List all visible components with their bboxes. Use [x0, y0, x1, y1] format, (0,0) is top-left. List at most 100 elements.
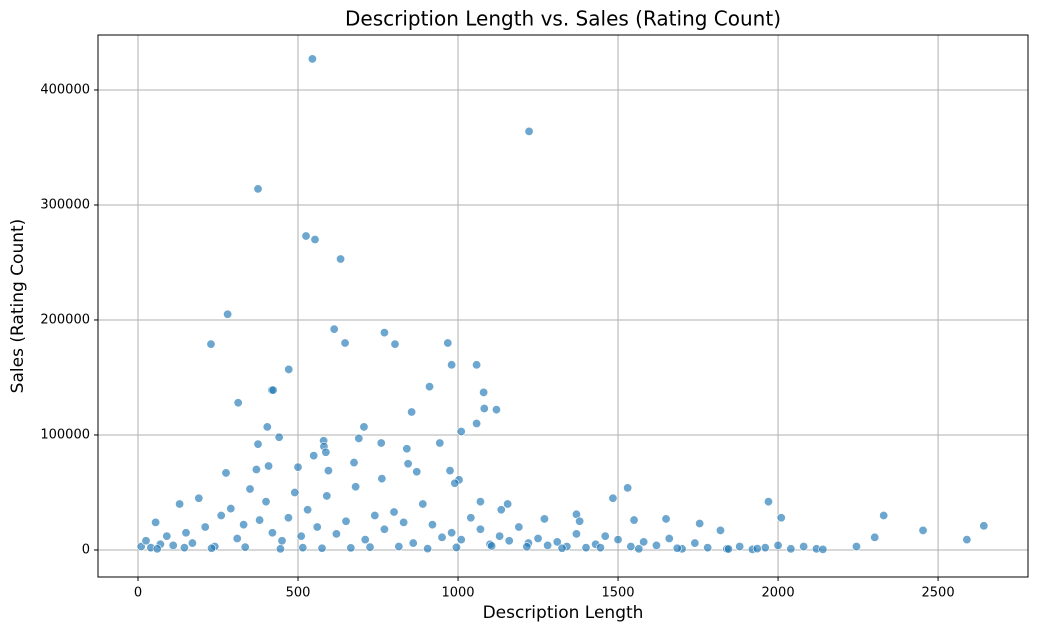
x-tick-label: 2000: [762, 586, 795, 601]
point: [283, 513, 293, 523]
point: [664, 533, 674, 543]
point: [479, 404, 489, 414]
point: [402, 444, 412, 454]
point: [600, 531, 610, 541]
point: [639, 537, 649, 547]
point: [851, 542, 861, 552]
x-tick-label: 500: [286, 586, 311, 601]
point: [175, 499, 185, 509]
y-tick-label: 0: [82, 542, 90, 557]
point: [255, 515, 265, 525]
point: [472, 418, 482, 428]
point: [487, 541, 497, 551]
point: [423, 544, 433, 554]
y-tick-label: 200000: [40, 312, 90, 327]
point: [496, 505, 506, 515]
point: [354, 433, 364, 443]
point: [223, 309, 233, 319]
point: [752, 544, 762, 554]
point: [253, 439, 263, 449]
point: [200, 522, 210, 532]
point: [168, 540, 178, 550]
point: [268, 385, 278, 395]
point: [466, 513, 476, 523]
point: [427, 520, 437, 530]
point: [394, 542, 404, 552]
point: [479, 387, 489, 397]
point: [475, 497, 485, 507]
point: [634, 544, 644, 554]
plot-frame: [97, 34, 1029, 578]
point: [346, 543, 356, 553]
point: [379, 328, 389, 338]
point: [818, 544, 828, 554]
point: [870, 532, 880, 542]
point: [262, 422, 272, 432]
point: [284, 364, 294, 374]
point: [437, 532, 447, 542]
point: [275, 544, 285, 554]
point: [187, 538, 197, 548]
point: [341, 516, 351, 526]
x-tick-label: 2500: [922, 586, 955, 601]
point: [298, 543, 308, 553]
point: [447, 528, 457, 538]
point: [456, 535, 466, 545]
point: [162, 531, 172, 541]
point: [399, 517, 409, 527]
y-axis-label: Sales (Rating Count): [8, 219, 28, 394]
point: [312, 522, 322, 532]
point: [799, 542, 809, 552]
point: [407, 407, 417, 417]
point: [629, 515, 639, 525]
point: [181, 528, 191, 538]
point: [253, 184, 263, 194]
point: [472, 360, 482, 370]
point: [581, 543, 591, 553]
point: [221, 468, 231, 478]
point: [277, 536, 287, 546]
point: [290, 487, 300, 497]
point: [194, 493, 204, 503]
point: [533, 533, 543, 543]
point: [239, 520, 249, 530]
point: [962, 535, 972, 545]
point: [321, 447, 331, 457]
point: [310, 234, 320, 244]
x-axis-label: Description Length: [483, 603, 644, 623]
point: [207, 543, 217, 553]
point: [626, 542, 636, 552]
point: [365, 542, 375, 552]
point: [703, 543, 713, 553]
point: [349, 458, 359, 468]
point: [613, 535, 623, 545]
point: [351, 482, 361, 492]
point: [412, 467, 422, 477]
point: [301, 231, 311, 241]
point: [651, 540, 661, 550]
point: [495, 531, 505, 541]
point: [575, 516, 585, 526]
point: [296, 531, 306, 541]
point: [317, 543, 327, 553]
point: [226, 504, 236, 514]
point: [264, 461, 274, 471]
point: [695, 519, 705, 529]
point: [504, 536, 514, 546]
point: [403, 459, 413, 469]
point: [450, 478, 460, 488]
point: [763, 497, 773, 507]
point: [443, 338, 453, 348]
point: [773, 540, 783, 550]
point: [232, 533, 242, 543]
point: [331, 529, 341, 539]
point: [390, 339, 400, 349]
point: [543, 540, 553, 550]
y-tick-label: 400000: [40, 82, 90, 97]
point: [389, 507, 399, 517]
point: [303, 505, 313, 515]
point: [623, 483, 633, 493]
point: [690, 538, 700, 548]
x-tick-label: 1000: [441, 586, 474, 601]
